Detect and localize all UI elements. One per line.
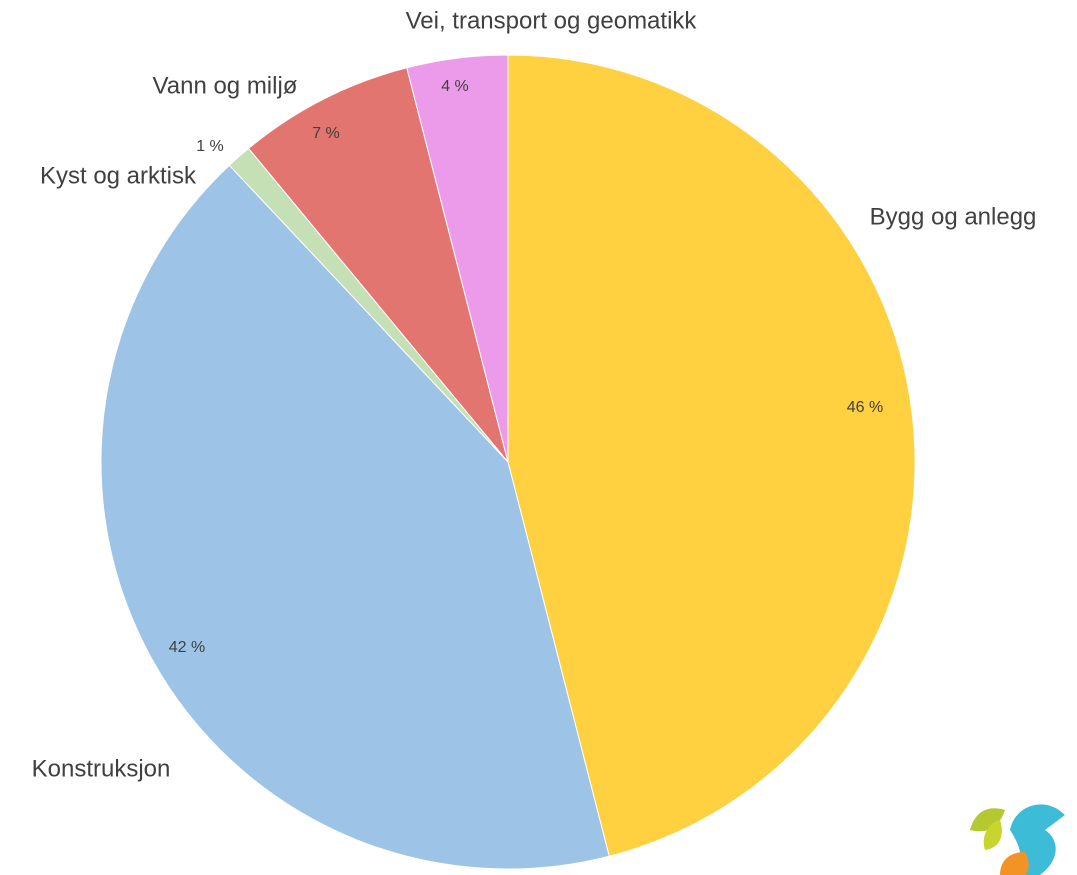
pie-slice: [507, 54, 916, 857]
category-label: Bygg og anlegg: [870, 203, 1037, 230]
pie-slice: [406, 54, 509, 463]
category-label: Vann og miljø: [153, 72, 298, 99]
value-label: 1 %: [196, 138, 224, 155]
category-label: Konstruksjon: [32, 755, 171, 782]
value-label: 7 %: [312, 125, 340, 142]
category-label: Kyst og arktisk: [40, 162, 197, 189]
logo: [970, 804, 1065, 875]
value-label: 4 %: [441, 78, 469, 95]
value-label: 42 %: [169, 639, 205, 656]
pie-slice: [247, 67, 509, 463]
category-label: Vei, transport og geomatikk: [406, 7, 698, 34]
pie-slice: [100, 164, 610, 870]
value-label: 46 %: [847, 399, 883, 416]
